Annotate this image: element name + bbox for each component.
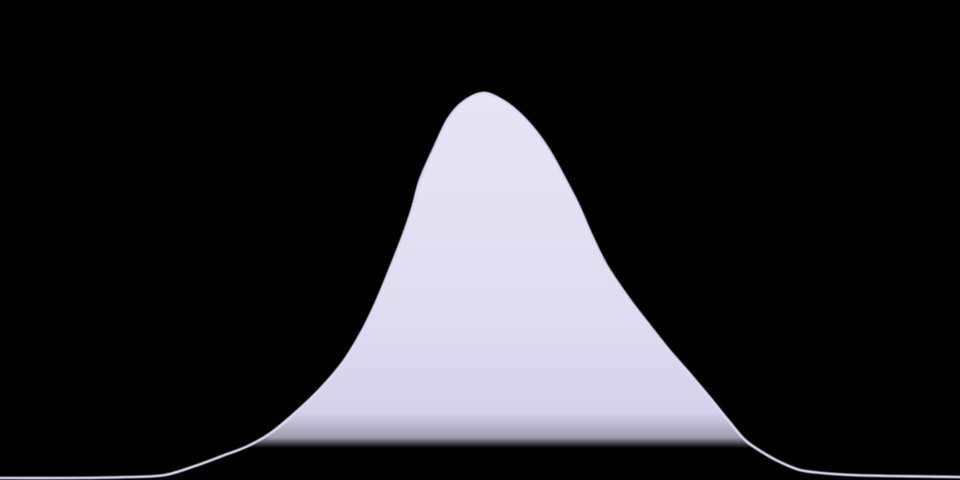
density-area-fill bbox=[0, 92, 960, 480]
density-curve-line bbox=[0, 91, 960, 480]
